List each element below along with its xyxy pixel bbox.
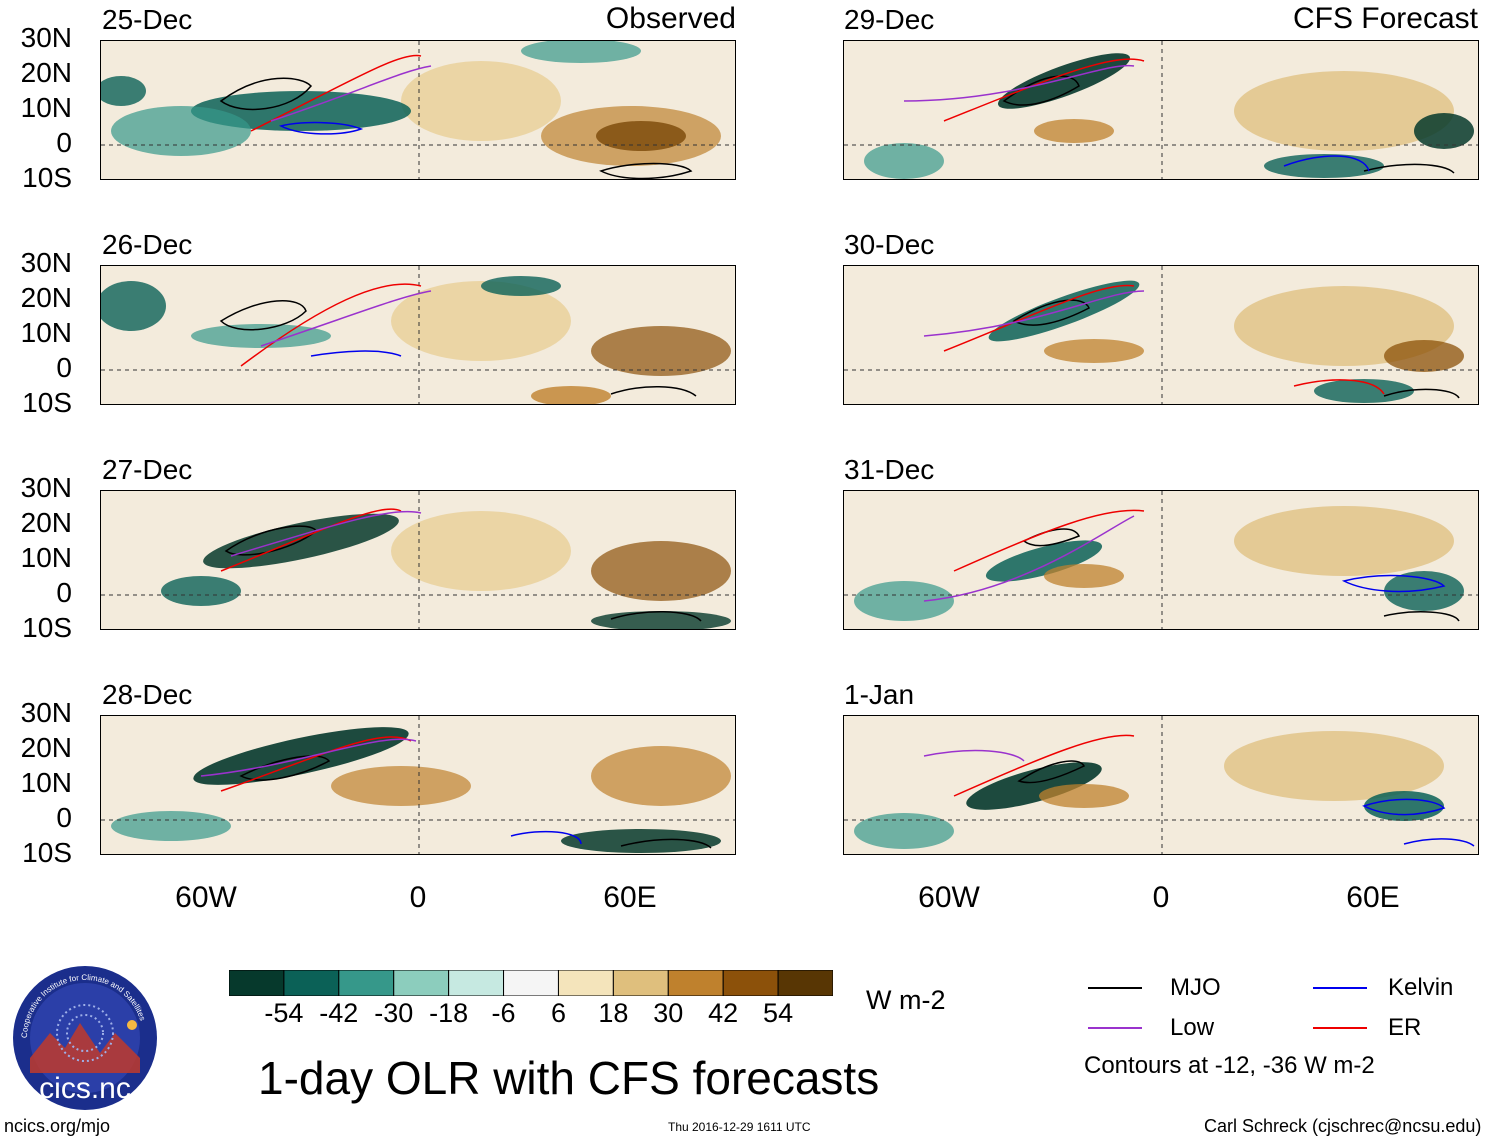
lat-label: 0 bbox=[56, 577, 72, 608]
olr-map-panel bbox=[843, 490, 1479, 630]
legend-label-kelvin: Kelvin bbox=[1388, 974, 1454, 1001]
panel-date: 31-Dec bbox=[844, 454, 935, 485]
legend-swatch-kelvin bbox=[1313, 987, 1367, 989]
footer-url: ncics.org/mjo bbox=[4, 1116, 111, 1136]
colorbar-tick-label: -42 bbox=[319, 998, 359, 1028]
colorbar-tick-label: 30 bbox=[653, 998, 684, 1028]
lat-label: 20N bbox=[20, 57, 72, 88]
footer-timestamp: Thu 2016-12-29 1611 UTC bbox=[668, 1120, 811, 1134]
panel-date: 28-Dec bbox=[102, 679, 193, 710]
colorbar-tick-label: -54 bbox=[264, 998, 304, 1028]
olr-map-panel bbox=[100, 490, 736, 630]
panel-date: 25-Dec bbox=[102, 4, 193, 35]
colorbar-tick-label: 54 bbox=[763, 998, 794, 1028]
lon-label: 0 bbox=[1152, 881, 1170, 914]
olr-map-panel bbox=[843, 40, 1479, 180]
olr-map-graphic bbox=[101, 716, 735, 854]
lat-label: 10N bbox=[20, 317, 72, 348]
olr-map-graphic bbox=[101, 41, 735, 179]
panel-date: 29-Dec bbox=[844, 4, 935, 35]
colorbar-units: W m-2 bbox=[866, 985, 946, 1015]
lat-label: 10S bbox=[22, 387, 72, 418]
colorbar-swatch bbox=[393, 970, 450, 996]
lon-label: 60W bbox=[918, 881, 980, 914]
lat-label: 30N bbox=[20, 22, 72, 53]
main-title: 1-day OLR with CFS forecasts bbox=[258, 1052, 880, 1104]
forecast-header: CFS Forecast bbox=[1292, 2, 1478, 35]
lat-label: 10S bbox=[22, 837, 72, 868]
footer-author: Carl Schreck (cjschrec@ncsu.edu) bbox=[1204, 1116, 1482, 1136]
olr-map-panel bbox=[100, 40, 736, 180]
lat-label: 10N bbox=[20, 92, 72, 123]
colorbar-swatch bbox=[667, 970, 724, 996]
colorbar-swatches bbox=[229, 970, 833, 996]
colorbar-tick-label: -30 bbox=[374, 998, 414, 1028]
lat-label: 0 bbox=[56, 352, 72, 383]
olr-map-panel bbox=[100, 265, 736, 405]
lat-label: 20N bbox=[20, 507, 72, 538]
colorbar-tick-label: -18 bbox=[429, 998, 469, 1028]
lat-label: 20N bbox=[20, 732, 72, 763]
colorbar-tick-label: -6 bbox=[491, 998, 516, 1028]
colorbar-swatch bbox=[722, 970, 779, 996]
lat-label: 30N bbox=[20, 697, 72, 728]
lat-label: 10N bbox=[20, 542, 72, 573]
olr-map-graphic bbox=[844, 266, 1478, 404]
observed-header: Observed bbox=[605, 2, 736, 35]
lon-label: 60E bbox=[1346, 881, 1400, 914]
legend-label-low: Low bbox=[1170, 1014, 1215, 1041]
lon-label: 60W bbox=[175, 881, 237, 914]
legend-label-er: ER bbox=[1388, 1014, 1422, 1041]
lat-label: 0 bbox=[56, 802, 72, 833]
legend-note: Contours at -12, -36 W m-2 bbox=[1084, 1052, 1375, 1079]
panel-date: 1-Jan bbox=[844, 679, 915, 710]
colorbar-tick-label: 42 bbox=[708, 998, 739, 1028]
olr-map-graphic bbox=[844, 491, 1478, 629]
lat-label: 20N bbox=[20, 282, 72, 313]
lat-label: 30N bbox=[20, 472, 72, 503]
colorbar-swatch bbox=[448, 970, 505, 996]
olr-map-graphic bbox=[844, 41, 1478, 179]
legend-swatch-er bbox=[1313, 1027, 1367, 1029]
colorbar-swatch bbox=[777, 970, 833, 996]
colorbar-swatch bbox=[229, 970, 285, 996]
legend-swatch-mjo bbox=[1088, 987, 1142, 989]
legend-label-mjo: MJO bbox=[1170, 974, 1221, 1001]
lon-label: 0 bbox=[409, 881, 427, 914]
olr-map-graphic bbox=[101, 266, 735, 404]
lat-label: 10N bbox=[20, 767, 72, 798]
colorbar-swatch bbox=[612, 970, 669, 996]
colorbar-swatch bbox=[338, 970, 395, 996]
lat-label: 0 bbox=[56, 127, 72, 158]
panel-date: 30-Dec bbox=[844, 229, 935, 260]
colorbar-tick-label: 6 bbox=[550, 998, 566, 1028]
lon-label: 60E bbox=[603, 881, 657, 914]
olr-map-panel bbox=[100, 715, 736, 855]
olr-map-panel bbox=[843, 715, 1479, 855]
logo-text: cics.nc bbox=[39, 1072, 131, 1105]
lat-label: 30N bbox=[20, 247, 72, 278]
olr-map-panel bbox=[843, 265, 1479, 405]
colorbar-swatch bbox=[503, 970, 559, 996]
olr-map-graphic bbox=[844, 716, 1478, 854]
legend-swatch-low bbox=[1088, 1027, 1142, 1029]
lat-label: 10S bbox=[22, 612, 72, 643]
cics-logo-graphic: Cooperative Institute for Climate and Sa… bbox=[13, 966, 157, 1110]
colorbar-swatch bbox=[283, 970, 340, 996]
lat-label: 10S bbox=[22, 162, 72, 193]
olr-map-graphic bbox=[101, 491, 735, 629]
colorbar-tick-label: 18 bbox=[598, 998, 629, 1028]
panel-date: 26-Dec bbox=[102, 229, 193, 260]
panel-date: 27-Dec bbox=[102, 454, 193, 485]
colorbar-swatch bbox=[557, 970, 614, 996]
